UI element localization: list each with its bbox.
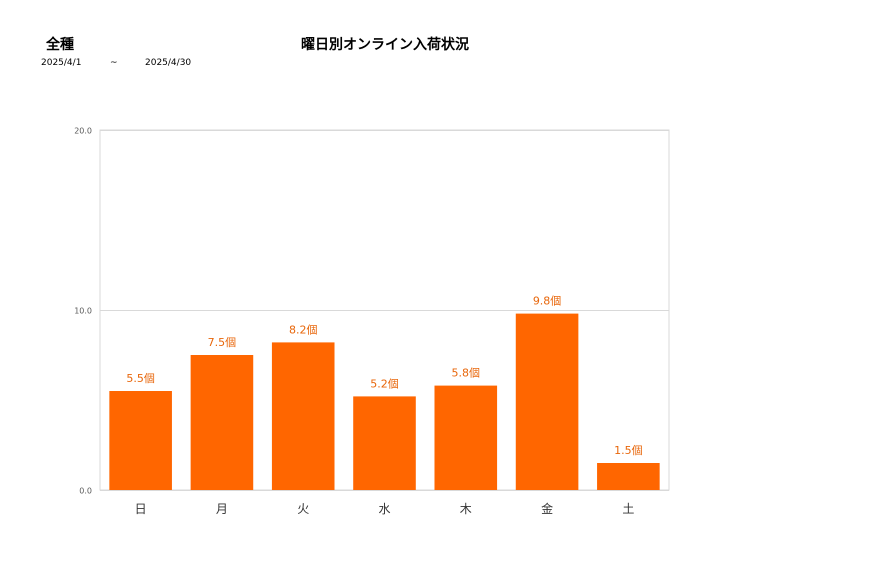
x-tick-label: 日 bbox=[135, 502, 147, 516]
bar bbox=[353, 396, 416, 490]
bar bbox=[434, 385, 498, 490]
bar bbox=[515, 313, 579, 490]
data-label: 1.5個 bbox=[614, 444, 643, 457]
x-tick-label: 月 bbox=[216, 502, 228, 516]
x-tick-label: 木 bbox=[460, 502, 472, 516]
y-tick-label: 20.0 bbox=[74, 127, 92, 136]
chart-title: 曜日別オンライン入荷状況 bbox=[301, 37, 469, 53]
data-label: 5.2個 bbox=[370, 377, 399, 390]
bar bbox=[109, 391, 172, 490]
x-tick-label: 土 bbox=[622, 502, 634, 516]
category-label: 全種 bbox=[46, 37, 74, 53]
bar bbox=[271, 342, 335, 490]
bar bbox=[597, 463, 660, 490]
x-tick-label: 水 bbox=[378, 502, 390, 516]
data-label: 9.8個 bbox=[533, 295, 562, 308]
x-tick-label: 金 bbox=[541, 501, 553, 516]
data-label: 5.5個 bbox=[126, 372, 155, 385]
date-to: 2025/4/30 bbox=[145, 58, 192, 68]
date-separator: ~ bbox=[110, 58, 118, 68]
y-tick-label: 10.0 bbox=[74, 307, 92, 316]
data-label: 5.8個 bbox=[452, 367, 481, 380]
y-tick-label: 0.0 bbox=[79, 487, 92, 496]
data-label: 7.5個 bbox=[208, 336, 237, 349]
date-from: 2025/4/1 bbox=[41, 58, 82, 68]
data-label: 8.2個 bbox=[289, 323, 318, 336]
bar bbox=[190, 355, 254, 490]
x-tick-label: 火 bbox=[297, 502, 309, 516]
